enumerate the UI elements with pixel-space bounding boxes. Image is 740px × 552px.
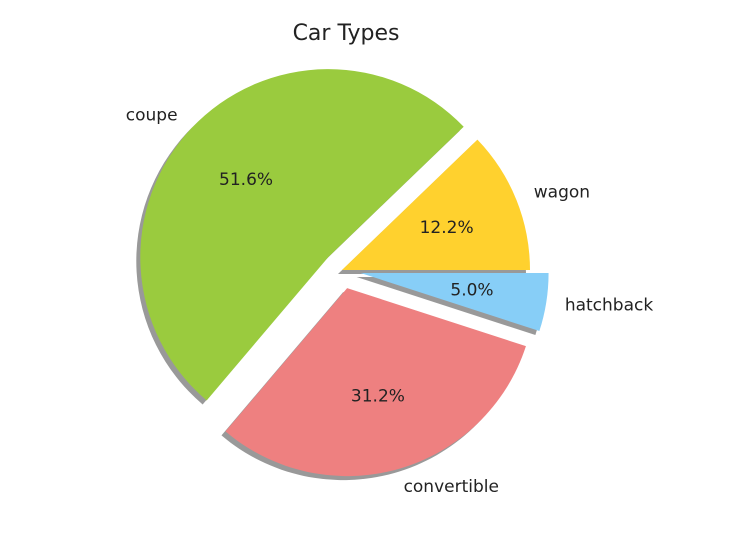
- slice-labels: wagon 12.2% coupe 51.6% convertible 31.2% hatc…: [126, 106, 654, 497]
- pct-label-convertible: 31.2%: [351, 387, 405, 407]
- label-coupe: coupe: [126, 106, 178, 126]
- chart-title: Car Types: [293, 21, 400, 46]
- slice-coupe: [140, 69, 464, 401]
- label-wagon: wagon: [534, 183, 590, 203]
- label-hatchback: hatchback: [565, 295, 654, 315]
- slice-convertible: [225, 288, 526, 477]
- pct-label-coupe: 51.6%: [219, 170, 273, 190]
- slice-wagon: [342, 139, 530, 270]
- slices: [140, 69, 549, 477]
- slice-hatchback: [360, 272, 549, 332]
- label-convertible: convertible: [404, 477, 499, 497]
- pct-label-wagon: 12.2%: [420, 218, 474, 238]
- pct-label-hatchback: 5.0%: [450, 281, 493, 301]
